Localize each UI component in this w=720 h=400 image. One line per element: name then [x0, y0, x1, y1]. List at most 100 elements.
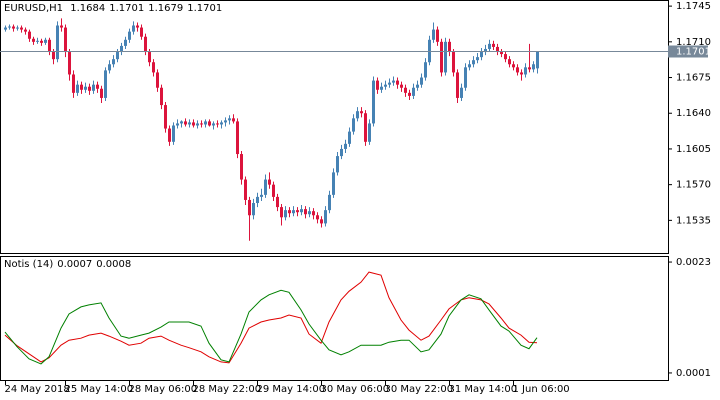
x-tick-label: 25 May 14:00: [65, 384, 134, 395]
candle-body: [12, 26, 15, 29]
candle-body: [516, 67, 519, 73]
candle-body: [256, 196, 259, 204]
candle-body: [44, 39, 47, 43]
candle-body: [288, 210, 291, 214]
y-tick-label: 1.1745: [676, 1, 711, 12]
y-tick-label: 0.0023: [676, 257, 711, 268]
price-tag-label: 1.1701: [676, 47, 711, 58]
candle-body: [472, 60, 475, 65]
candle-body: [444, 41, 447, 73]
indicator-value: 0.0007: [57, 259, 93, 270]
candle-body: [524, 67, 527, 75]
candle-body: [308, 211, 311, 215]
candle-body: [500, 52, 503, 55]
y-tick-label: 1.1710: [676, 37, 711, 48]
candle-body: [180, 121, 183, 124]
y-tick-label: 1.1570: [676, 180, 711, 191]
candle-body: [144, 36, 147, 53]
candle-body: [384, 84, 387, 87]
candle-body: [72, 74, 75, 93]
indicator-name: Notis (14): [4, 259, 54, 270]
candle-body: [228, 118, 231, 121]
candle-body: [420, 77, 423, 85]
candle-body: [92, 84, 95, 91]
candle-body: [148, 52, 151, 63]
candle-body: [416, 84, 419, 88]
candle-body: [492, 43, 495, 47]
indicator-line: [4, 271, 538, 364]
candle-body: [28, 31, 31, 39]
candle-body: [292, 210, 295, 214]
candle-body: [468, 64, 471, 68]
candle-body: [508, 59, 511, 65]
candle-body: [116, 52, 119, 60]
candle-body: [432, 29, 435, 40]
y-tick-label: 1.1640: [676, 108, 711, 119]
candle-body: [252, 203, 255, 216]
candle-body: [520, 72, 523, 75]
candle-body: [340, 148, 343, 157]
candle-body: [424, 62, 427, 78]
candle-body: [336, 156, 339, 173]
candle-body: [276, 196, 279, 208]
price-tag: [668, 45, 708, 58]
candle-body: [280, 207, 283, 218]
candle-body: [312, 211, 315, 216]
candle-body: [512, 64, 515, 68]
y-tick-label: 1.1605: [676, 144, 711, 155]
candle-body: [224, 120, 227, 123]
candle-body: [216, 123, 219, 125]
candle-body: [316, 215, 319, 220]
candle-body: [460, 87, 463, 98]
candle-body: [192, 122, 195, 126]
candle-body: [332, 172, 335, 195]
candle-body: [232, 118, 235, 122]
candle-body: [532, 64, 535, 70]
x-tick-label: 29 May 14:00: [257, 384, 326, 395]
candle-body: [208, 121, 211, 126]
candle-body: [160, 87, 163, 106]
candle-body: [64, 27, 67, 53]
candle-body: [96, 84, 99, 89]
candle-body: [388, 82, 391, 85]
candle-body: [84, 86, 87, 90]
candle-body: [100, 88, 103, 98]
indicator-frame: [0, 256, 669, 381]
candle-body: [364, 113, 367, 142]
candle-body: [124, 39, 127, 46]
x-tick-label: 24 May 2018: [5, 384, 70, 395]
candle-body: [296, 210, 299, 213]
candle-body: [396, 80, 399, 85]
candle-body: [60, 25, 63, 28]
y-tick-label: 1.1535: [676, 215, 711, 226]
x-tick-label: 28 May 22:00: [193, 384, 262, 395]
candle-body: [52, 52, 55, 60]
indicator-header: Notis (14) 0.0007 0.0008: [4, 259, 135, 270]
low: 1.1679: [148, 3, 184, 14]
candle-body: [392, 80, 395, 83]
candle-body: [32, 38, 35, 42]
candle-body: [476, 57, 479, 61]
candle-body: [108, 64, 111, 71]
candle-body: [120, 45, 123, 53]
candle-body: [324, 210, 327, 224]
candle-body: [184, 121, 187, 125]
candle-body: [344, 143, 347, 149]
main-frame: [0, 0, 669, 254]
candle-body: [400, 84, 403, 88]
x-tick-label: 30 May 06:00: [321, 384, 390, 395]
candle-body: [496, 46, 499, 53]
open: 1.1684: [70, 3, 106, 14]
candle-body: [248, 199, 251, 216]
candle-body: [380, 86, 383, 90]
candle-body: [172, 125, 175, 142]
candle-body: [36, 40, 39, 42]
candle-body: [268, 179, 271, 185]
candle-body: [88, 86, 91, 91]
candle-body: [488, 43, 491, 49]
candle-body: [404, 87, 407, 93]
candle-body: [352, 118, 355, 132]
x-tick-label: 1 Jun 06:00: [513, 384, 570, 395]
